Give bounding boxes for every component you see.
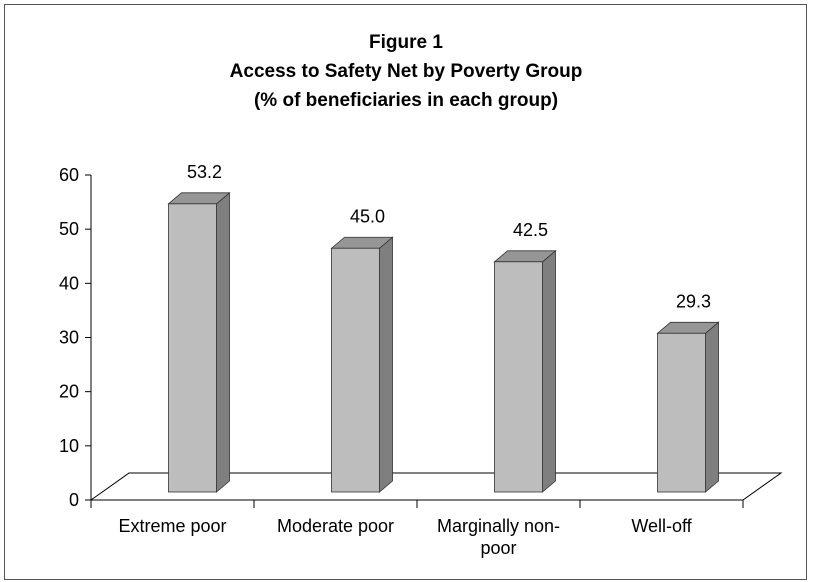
bar xyxy=(657,332,706,493)
bar-side xyxy=(542,249,556,493)
y-tick-label: 20 xyxy=(59,382,79,402)
x-tick-label: Well-off xyxy=(631,516,692,536)
bar xyxy=(168,203,217,493)
chart-title-line-1: Figure 1 xyxy=(369,32,443,53)
bar-side xyxy=(705,321,719,493)
data-label: 29.3 xyxy=(676,291,711,311)
bar xyxy=(494,261,543,493)
y-tick-label: 10 xyxy=(59,436,79,456)
x-tick-label: Moderate poor xyxy=(277,516,394,536)
chart-title-line-2: Access to Safety Net by Poverty Group xyxy=(230,61,583,82)
y-tick-label: 0 xyxy=(69,490,79,510)
chart-title: Figure 1 Access to Safety Net by Poverty… xyxy=(230,32,583,111)
y-tick-label: 30 xyxy=(59,328,79,348)
y-tick-label: 40 xyxy=(59,273,79,293)
x-tick-label: Extreme poor xyxy=(118,516,226,536)
bar-side xyxy=(216,191,230,493)
y-tick-label: 50 xyxy=(59,219,79,239)
chart-title-line-3: (% of beneficiaries in each group) xyxy=(254,90,558,111)
bar-side xyxy=(379,236,393,493)
y-tick-label: 60 xyxy=(59,165,79,185)
data-label: 53.2 xyxy=(187,162,222,182)
plot-area: 0 10 20 30 40 50 60 53.2 Extreme poor 45.0 Moderat… xyxy=(59,162,783,558)
x-tick-label: Marginally non- xyxy=(437,516,560,536)
data-label: 45.0 xyxy=(350,206,385,226)
bar xyxy=(331,247,380,493)
data-label: 42.5 xyxy=(513,220,548,240)
x-tick-label: poor xyxy=(480,538,516,558)
